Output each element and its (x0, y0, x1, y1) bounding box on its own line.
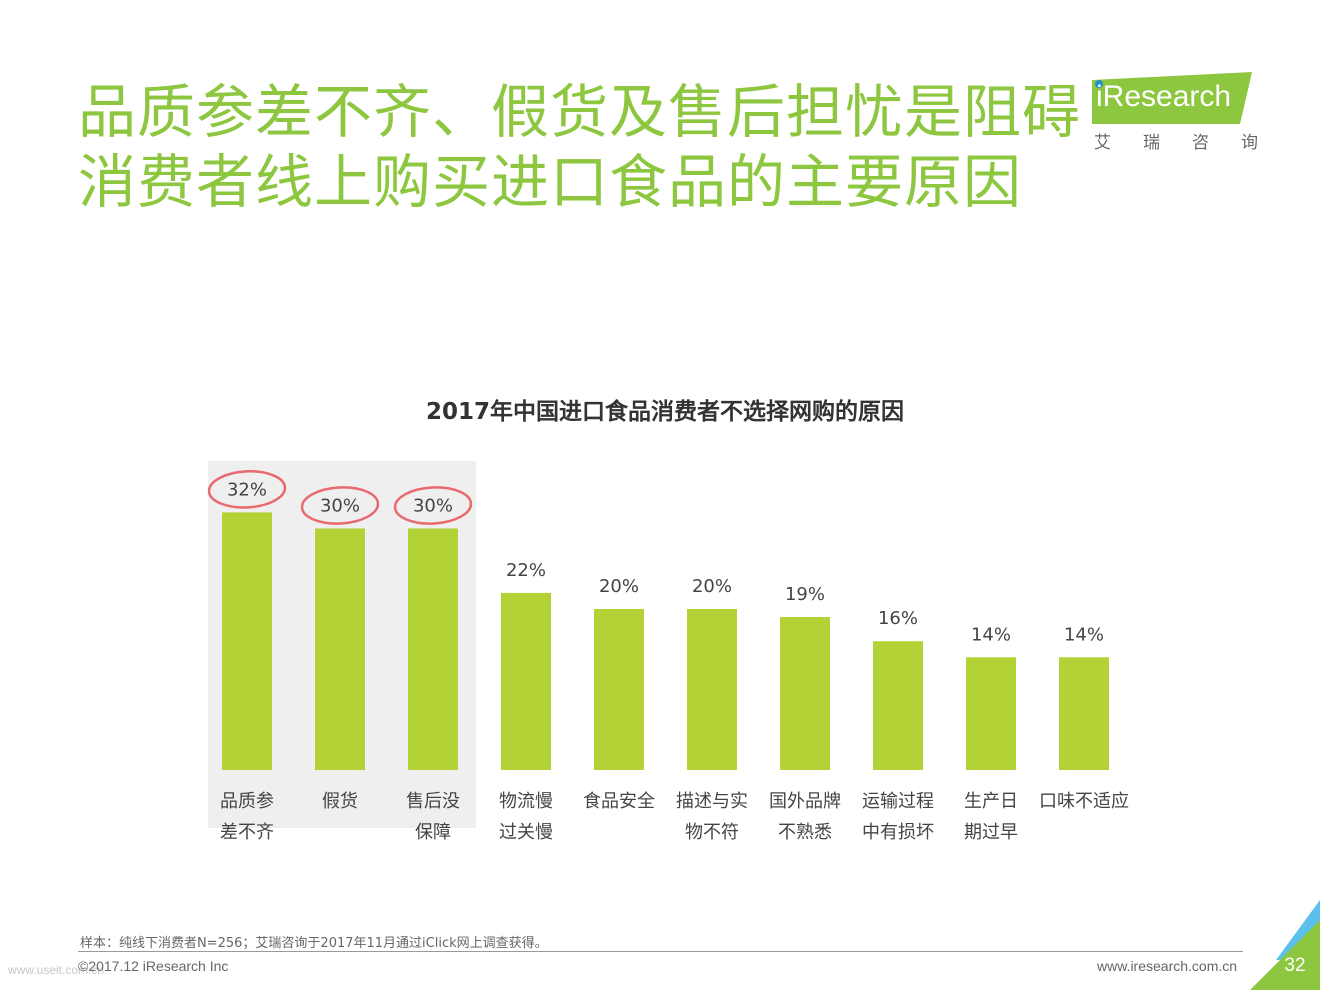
logo-cn-char: 询 (1241, 133, 1258, 153)
footer-divider (78, 951, 1243, 952)
data-label: 20% (692, 576, 732, 597)
category-label: 物流慢 (499, 791, 553, 812)
category-label: 假货 (322, 791, 358, 812)
logo-cn-text: 艾 瑞 咨 询 (1094, 128, 1258, 153)
category-label: 物不符 (685, 822, 739, 843)
logo-cn-char: 艾 (1094, 133, 1111, 153)
copyright: ©2017.12 iResearch Inc (78, 958, 229, 974)
logo-cn-char: 咨 (1192, 133, 1209, 153)
page-number: 32 (1284, 955, 1306, 976)
footnote: 样本：纯线下消费者N=256；艾瑞咨询于2017年11月通过iClick网上调查… (80, 936, 548, 951)
category-label: 食品安全 (583, 791, 655, 812)
data-label: 30% (413, 496, 453, 517)
data-label: 16% (878, 608, 918, 629)
bar (594, 609, 644, 770)
bar (873, 641, 923, 770)
data-label: 32% (227, 479, 267, 500)
category-label: 运输过程 (862, 791, 934, 812)
bar (966, 657, 1016, 770)
bar (315, 528, 365, 770)
data-label: 14% (1064, 624, 1104, 645)
category-label: 口味不适应 (1039, 791, 1129, 812)
watermark: www.useit.com.cn (8, 963, 105, 977)
category-label: 不熟悉 (778, 822, 832, 843)
category-label: 过关慢 (499, 822, 553, 843)
highlight-circle (207, 470, 287, 509)
category-label: 品质参 (220, 791, 274, 812)
corner-decoration (1250, 900, 1320, 990)
data-label: 22% (506, 560, 546, 581)
logo-banner-shape (1092, 72, 1252, 124)
category-label: 描述与实 (676, 791, 748, 812)
category-label: 差不齐 (220, 822, 274, 843)
bar (408, 528, 458, 770)
data-label: 19% (785, 584, 825, 605)
category-label: 生产日 (964, 791, 1018, 812)
bar (1059, 657, 1109, 770)
category-label: 中有损坏 (862, 822, 934, 843)
chart-title: 2017年中国进口食品消费者不选择网购的原因 (425, 399, 904, 425)
data-label: 30% (320, 496, 360, 517)
category-label: 期过早 (964, 822, 1018, 843)
logo-cn-char: 瑞 (1143, 133, 1160, 153)
bar (687, 609, 737, 770)
iresearch-logo: iResearch 艾 瑞 咨 询 (1090, 70, 1258, 160)
data-label: 20% (599, 576, 639, 597)
page-title-line-1: 品质参差不齐、假货及售后担忧是阻碍 (78, 78, 1082, 146)
logo-brand-text: iResearch (1096, 80, 1232, 113)
bar (222, 512, 272, 770)
data-label: 14% (971, 624, 1011, 645)
page-title-line-2: 消费者线上购买进口食品的主要原因 (78, 148, 1023, 216)
website-link[interactable]: www.iresearch.com.cn (1097, 958, 1238, 974)
bar (780, 617, 830, 770)
category-label: 保障 (415, 822, 451, 843)
category-label: 国外品牌 (769, 791, 841, 812)
category-label: 售后没 (406, 791, 460, 812)
highlight-circle (393, 486, 473, 525)
bar (501, 592, 551, 770)
highlight-circle (300, 486, 380, 525)
